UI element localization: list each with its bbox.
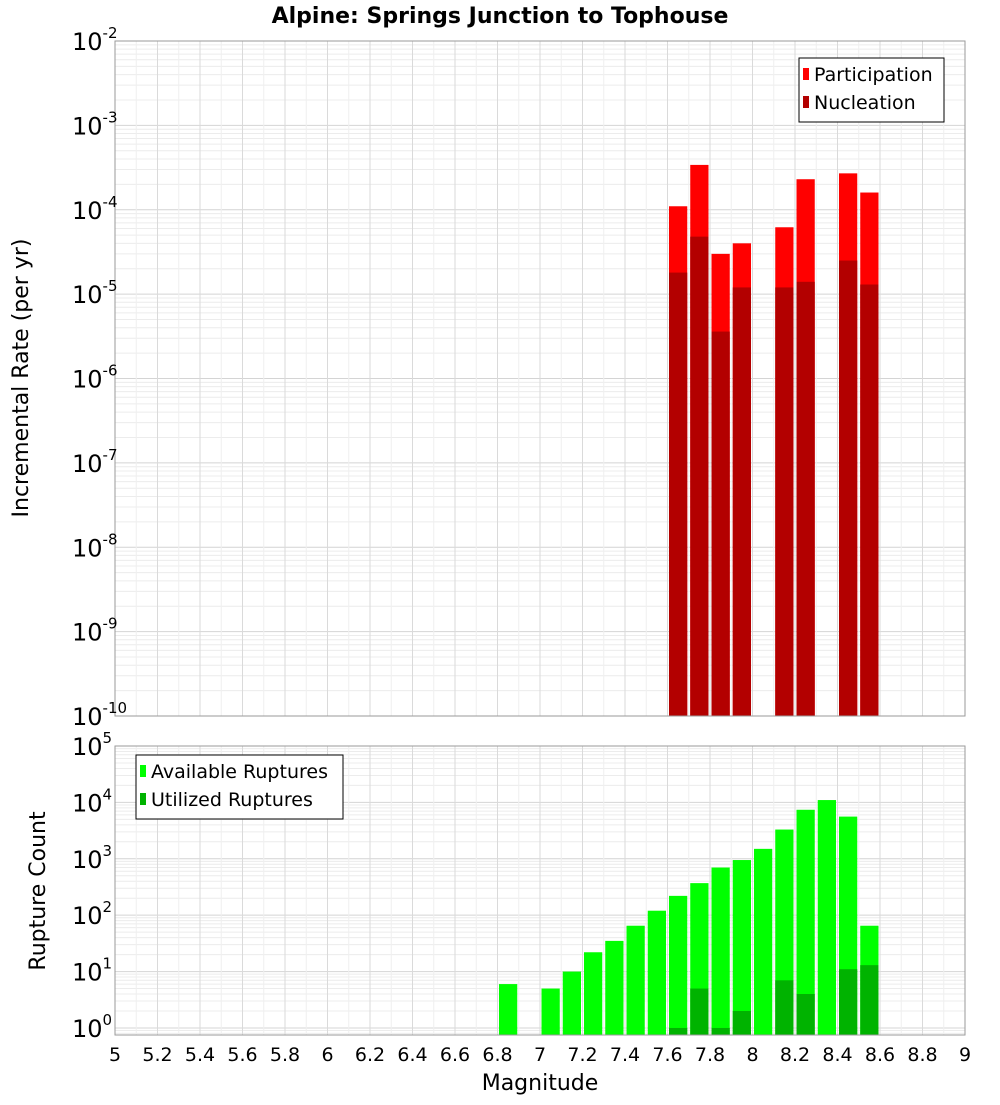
bottom-y-tick-label: 103	[72, 842, 112, 874]
bottom-y-axis-label: Rupture Count	[26, 811, 51, 971]
x-axis-label: Magnitude	[482, 1071, 599, 1096]
bar-nucleation	[690, 236, 709, 716]
x-tick-label: 5.8	[270, 1044, 300, 1066]
bar-available-ruptures	[499, 984, 518, 1035]
bar-nucleation	[732, 287, 751, 716]
legend-label: Available Ruptures	[151, 761, 328, 783]
legend-box	[135, 754, 344, 820]
bottom-y-tick-label: 101	[72, 955, 112, 987]
x-tick-label: 6	[321, 1044, 333, 1066]
legend-label: Participation	[814, 64, 933, 86]
bar-available-ruptures	[626, 925, 645, 1035]
bar-nucleation	[775, 287, 794, 716]
bar-utilized-ruptures	[669, 1027, 688, 1035]
bottom-y-tick-label: 105	[72, 729, 112, 761]
bar-available-ruptures	[541, 988, 560, 1035]
top-y-tick-label: 10-6	[72, 362, 118, 394]
top-y-axis-label: Incremental Rate (per yr)	[9, 239, 34, 518]
bar-available-ruptures	[669, 895, 688, 1035]
bar-utilized-ruptures	[796, 994, 815, 1035]
x-tick-label: 7.8	[695, 1044, 725, 1066]
plot-border	[114, 40, 966, 717]
x-tick-label: 9	[959, 1044, 971, 1066]
x-tick-label: 5.6	[227, 1044, 257, 1066]
legend-swatch	[140, 793, 146, 805]
legend-label: Utilized Ruptures	[151, 789, 313, 811]
bottom-panel: 100 101 102 103 104 105 Available Ruptures Util…	[72, 729, 971, 1066]
x-tick-label: 6.4	[397, 1044, 427, 1066]
x-tick-label: 5	[109, 1044, 121, 1066]
top-y-tick-label: 10-7	[72, 446, 118, 478]
bar-nucleation	[839, 260, 858, 716]
bar-nucleation	[669, 272, 688, 716]
top-y-tick-label: 10-5	[72, 277, 118, 309]
legend-box	[798, 57, 945, 123]
top-y-tick-label: 10-3	[72, 108, 118, 140]
bar-nucleation	[796, 281, 815, 716]
x-tick-label: 7.2	[567, 1044, 597, 1066]
bar-utilized-ruptures	[732, 1010, 751, 1035]
bar-available-ruptures	[562, 971, 581, 1035]
x-tick-label: 8.6	[865, 1044, 895, 1066]
bottom-y-tick-label: 102	[72, 898, 112, 930]
bottom-y-tick-label: 104	[72, 785, 112, 817]
top-y-tick-label: 10-4	[72, 193, 118, 225]
bottom-y-tick-label: 100	[72, 1011, 112, 1043]
x-tick-label: 8	[746, 1044, 758, 1066]
top-y-tick-label: 10-8	[72, 530, 118, 562]
bar-utilized-ruptures	[860, 965, 879, 1035]
bar-nucleation	[711, 331, 730, 716]
x-tick-label: 8.4	[822, 1044, 852, 1066]
bar-available-ruptures	[711, 867, 730, 1035]
bar-available-ruptures	[605, 940, 624, 1035]
plot-border	[114, 745, 966, 1036]
bar-utilized-ruptures	[839, 969, 858, 1035]
bar-available-ruptures	[732, 860, 751, 1035]
legend-label: Nucleation	[814, 92, 916, 114]
legend: Participation Nucleation	[798, 57, 945, 123]
legend: Available Ruptures Utilized Ruptures	[135, 754, 344, 820]
bar-available-ruptures	[796, 809, 815, 1035]
legend-swatch	[803, 96, 809, 108]
x-tick-label: 7	[534, 1044, 546, 1066]
bar-available-ruptures	[647, 910, 666, 1035]
x-tick-label: 8.8	[907, 1044, 937, 1066]
x-tick-label: 7.4	[610, 1044, 640, 1066]
top-y-tick-label: 10-9	[72, 615, 118, 647]
x-tick-label: 7.6	[652, 1044, 682, 1066]
top-panel: 10-10 10-9 10-8 10-7 10-6 10-5 10-4 10-3 10-2 Par…	[72, 24, 966, 731]
bar-nucleation	[860, 284, 879, 716]
bar-available-ruptures	[817, 800, 836, 1035]
bar-available-ruptures	[754, 848, 773, 1035]
x-tick-label: 6.6	[440, 1044, 470, 1066]
bar-utilized-ruptures	[775, 980, 794, 1035]
bar-utilized-ruptures	[711, 1027, 730, 1035]
legend-swatch	[803, 68, 809, 80]
x-tick-label: 5.4	[185, 1044, 215, 1066]
bar-utilized-ruptures	[690, 988, 709, 1035]
x-tick-label: 6.8	[482, 1044, 512, 1066]
legend-swatch	[140, 765, 146, 777]
top-y-tick-label: 10-2	[72, 24, 118, 56]
x-tick-label: 8.2	[780, 1044, 810, 1066]
x-tick-label: 6.2	[355, 1044, 385, 1066]
x-tick-label: 5.2	[142, 1044, 172, 1066]
chart-title: Alpine: Springs Junction to Tophouse	[272, 4, 729, 29]
bar-available-ruptures	[584, 952, 603, 1035]
top-y-tick-label: 10-10	[72, 699, 127, 731]
